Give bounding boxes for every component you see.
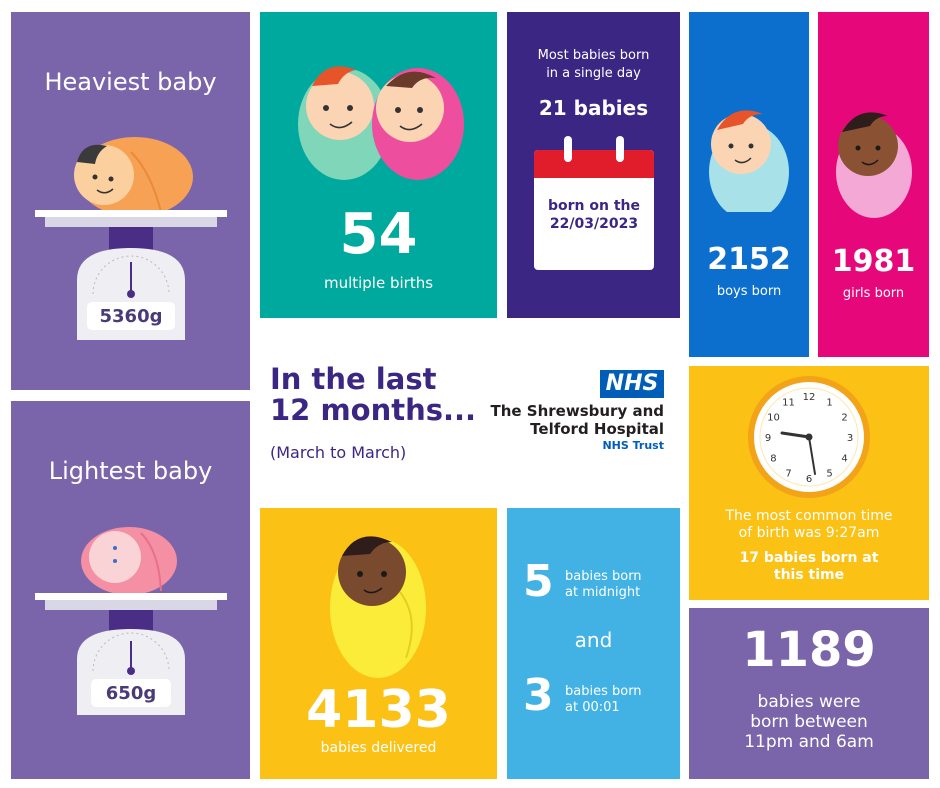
lightest-baby-scale-illustration: [35, 527, 227, 715]
multiple-births-tile: 54 multiple births: [260, 12, 497, 318]
boys-born-number: 2152: [707, 242, 791, 277]
nhs-logo-line2: Telford Hospital: [530, 420, 664, 438]
girls-born-label: girls born: [842, 286, 905, 301]
clock-numeral: 5: [826, 469, 832, 480]
most-babies-day-tile: Most babies born in a single day 21 babi…: [507, 12, 680, 318]
one-past-midnight-label-line1: babies born: [565, 684, 642, 699]
clock-numeral: 2: [841, 413, 847, 424]
baby-yellow-blanket-illustration: [330, 536, 426, 678]
intro-heading-line2: 12 months...: [270, 393, 477, 427]
clock-numeral: 7: [785, 469, 791, 480]
boys-born-label: boys born: [716, 284, 782, 299]
common-time-bold-line1: 17 babies born at: [739, 550, 879, 566]
clock-numeral: 8: [770, 454, 776, 465]
night-births-tile: 1189 babies were born between 11pm and 6…: [689, 608, 929, 779]
one-past-midnight-number: 3: [523, 670, 554, 721]
one-past-midnight-label-line2: at 00:01: [565, 700, 620, 715]
babies-delivered-label: babies delivered: [320, 740, 437, 756]
calendar-icon: [534, 136, 654, 270]
most-babies-count: 21 babies: [538, 96, 649, 120]
clock-numeral: 11: [782, 397, 795, 408]
babies-delivered-tile: 4133 babies delivered: [260, 508, 497, 779]
nhs-logo-line1: The Shrewsbury and: [490, 402, 665, 420]
heaviest-baby-title: Heaviest baby: [44, 68, 217, 96]
common-time-bold-line2: this time: [773, 567, 845, 583]
most-babies-heading-line2: in a single day: [546, 66, 641, 81]
night-births-number: 1189: [742, 622, 876, 678]
clock-numeral: 6: [806, 474, 812, 485]
intro-subheading: (March to March): [270, 443, 407, 462]
common-time-line1: The most common time: [725, 508, 893, 524]
clock-numeral: 10: [767, 413, 780, 424]
multiple-births-label: multiple births: [323, 274, 434, 292]
twin-babies-illustration: [298, 66, 464, 180]
most-babies-heading-line1: Most babies born: [537, 48, 650, 63]
babies-delivered-number: 4133: [306, 680, 451, 740]
common-time-line2: of birth was 9:27am: [738, 525, 880, 541]
baby-girl-illustration: [836, 112, 912, 218]
nhs-logo: NHS The Shrewsbury and Telford Hospital …: [490, 370, 668, 460]
clock-numeral: 4: [841, 454, 847, 465]
clock-numeral: 12: [803, 392, 816, 403]
heaviest-baby-weight: 5360g: [99, 306, 163, 327]
nhs-logo-line3: NHS Trust: [602, 439, 664, 452]
midnight-and: and: [574, 628, 613, 652]
baby-boy-illustration: [709, 110, 789, 212]
intro-tile: In the last 12 months... (March to March…: [260, 330, 680, 495]
girls-born-tile: 1981 girls born: [818, 12, 929, 357]
heaviest-baby-tile: Heaviest baby 5360g: [11, 12, 250, 390]
midnight-label-line2: at midnight: [565, 585, 641, 600]
lightest-baby-title: Lightest baby: [48, 457, 213, 485]
common-time-tile: 12 1 2 3 4 5 6 7 8 9 10 11 The most common time of …: [689, 366, 929, 600]
heaviest-baby-scale-illustration: [35, 137, 227, 340]
midnight-number: 5: [523, 556, 554, 607]
girls-born-number: 1981: [831, 244, 916, 279]
clock-numeral: 9: [765, 433, 771, 444]
night-births-line1: babies were: [757, 692, 861, 712]
night-births-line2: born between: [750, 712, 868, 732]
clock-numeral: 1: [826, 397, 832, 408]
clock-numeral: 3: [847, 433, 853, 444]
boys-born-tile: 2152 boys born: [689, 12, 809, 357]
most-babies-date-line2: 22/03/2023: [549, 216, 639, 232]
lightest-baby-tile: Lightest baby 650g: [11, 401, 250, 779]
night-births-line3: 11pm and 6am: [744, 732, 874, 752]
intro-heading-line1: In the last: [270, 362, 437, 396]
lightest-baby-weight: 650g: [105, 683, 157, 704]
midnight-births-tile: 5 babies born at midnight and 3 babies b…: [507, 508, 680, 779]
nhs-logo-mark: NHS: [600, 370, 664, 398]
midnight-label-line1: babies born: [565, 569, 642, 584]
most-babies-date-line1: born on the: [548, 198, 640, 214]
multiple-births-number: 54: [339, 202, 418, 267]
